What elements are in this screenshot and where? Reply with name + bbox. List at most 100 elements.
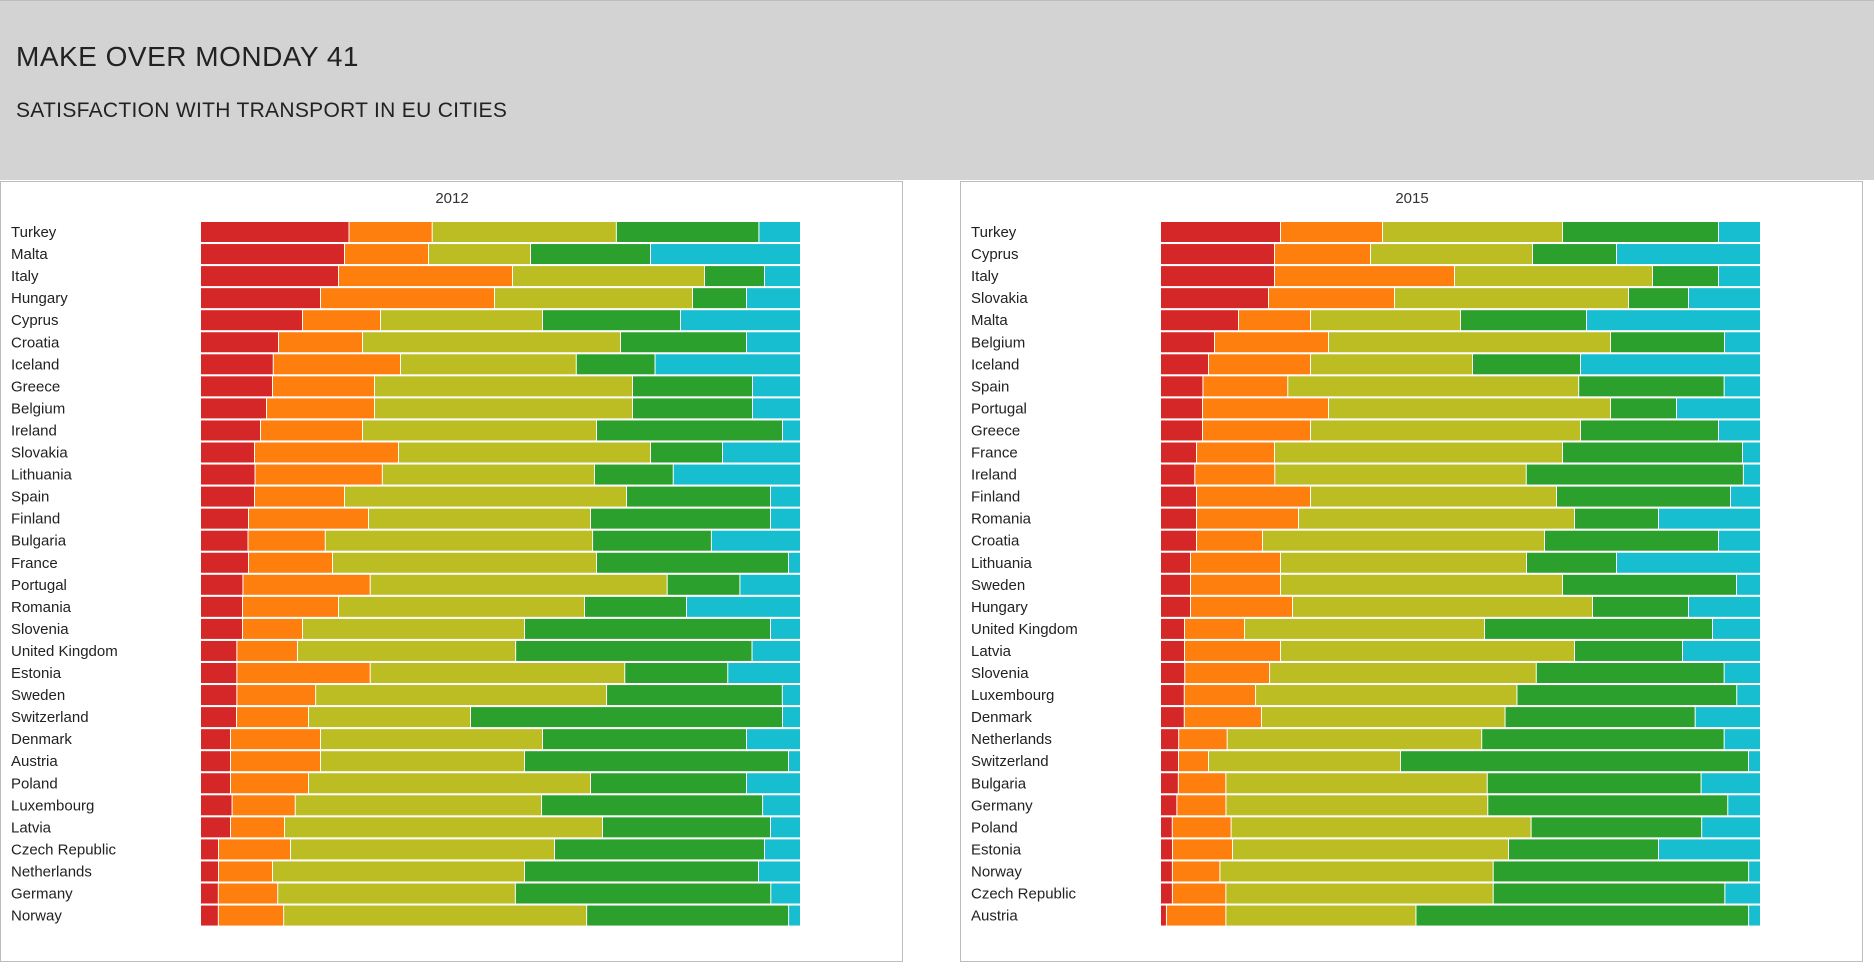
bar-segment-ireland-3[interactable] — [1275, 464, 1526, 485]
bar-segment-greece-4[interactable] — [1581, 420, 1718, 441]
bar-segment-portugal-5[interactable] — [740, 574, 800, 595]
bar-segment-croatia-1[interactable] — [201, 332, 278, 353]
bar-segment-spain-4[interactable] — [627, 486, 770, 507]
bar-segment-italy-2[interactable] — [339, 266, 512, 287]
bar-segment-denmark-3[interactable] — [321, 729, 542, 750]
bar-segment-germany-5[interactable] — [1728, 795, 1760, 816]
bar-segment-turkey-4[interactable] — [1563, 222, 1718, 242]
bar-segment-spain-5[interactable] — [771, 486, 800, 507]
bar-segment-germany-1[interactable] — [201, 883, 218, 904]
bar-segment-denmark-4[interactable] — [1505, 707, 1695, 728]
bar-segment-romania-4[interactable] — [585, 596, 686, 617]
bar-segment-croatia-3[interactable] — [363, 332, 620, 353]
bar-segment-bulgaria-5[interactable] — [711, 530, 800, 551]
bar-segment-slovenia-4[interactable] — [525, 618, 770, 639]
bar-segment-germany-3[interactable] — [278, 883, 515, 904]
bar-segment-sweden-3[interactable] — [1281, 574, 1562, 595]
bar-segment-sweden-4[interactable] — [607, 685, 782, 706]
bar-segment-bulgaria-1[interactable] — [1161, 773, 1178, 794]
bar-segment-france-1[interactable] — [201, 552, 248, 573]
bar-segment-latvia-1[interactable] — [201, 817, 230, 838]
bar-segment-netherlands-2[interactable] — [1179, 729, 1227, 750]
bar-segment-sweden-1[interactable] — [1161, 574, 1190, 595]
bar-segment-croatia-1[interactable] — [1161, 530, 1196, 551]
bar-segment-bulgaria-2[interactable] — [1178, 773, 1226, 794]
bar-segment-slovakia-5[interactable] — [1689, 288, 1760, 309]
bar-segment-lithuania-2[interactable] — [255, 464, 382, 485]
bar-segment-ireland-1[interactable] — [1161, 464, 1195, 485]
bar-segment-romania-3[interactable] — [339, 596, 584, 617]
bar-segment-portugal-2[interactable] — [1203, 398, 1328, 419]
bar-segment-united-kingdom-5[interactable] — [1713, 618, 1760, 639]
bar-segment-sweden-2[interactable] — [1191, 574, 1280, 595]
bar-segment-estonia-2[interactable] — [237, 663, 370, 683]
bar-segment-czech-republic-2[interactable] — [219, 839, 290, 860]
bar-segment-slovenia-5[interactable] — [771, 618, 800, 639]
bar-segment-norway-3[interactable] — [284, 905, 587, 926]
bar-segment-cyprus-1[interactable] — [1161, 244, 1274, 265]
bar-segment-sweden-4[interactable] — [1563, 574, 1736, 595]
bar-segment-finland-2[interactable] — [249, 508, 368, 529]
bar-segment-cyprus-3[interactable] — [1371, 244, 1532, 265]
bar-segment-malta-5[interactable] — [651, 244, 800, 265]
bar-segment-croatia-2[interactable] — [279, 332, 362, 353]
bar-segment-cyprus-2[interactable] — [303, 310, 380, 331]
bar-segment-italy-1[interactable] — [201, 266, 338, 287]
bar-segment-slovakia-4[interactable] — [651, 442, 722, 463]
bar-segment-turkey-5[interactable] — [759, 222, 800, 242]
bar-segment-belgium-3[interactable] — [1329, 332, 1610, 353]
bar-segment-latvia-1[interactable] — [1161, 640, 1184, 661]
bar-segment-spain-5[interactable] — [1724, 376, 1760, 397]
bar-segment-iceland-2[interactable] — [1209, 354, 1310, 375]
bar-segment-netherlands-5[interactable] — [759, 861, 800, 882]
bar-segment-switzerland-3[interactable] — [309, 707, 470, 728]
bar-segment-estonia-5[interactable] — [1659, 839, 1760, 860]
bar-segment-romania-1[interactable] — [1161, 508, 1196, 529]
bar-segment-belgium-4[interactable] — [1611, 332, 1724, 353]
bar-segment-poland-3[interactable] — [1231, 817, 1531, 838]
bar-segment-austria-4[interactable] — [525, 751, 788, 772]
bar-segment-denmark-5[interactable] — [747, 729, 800, 750]
bar-segment-sweden-1[interactable] — [201, 685, 237, 706]
bar-segment-czech-republic-3[interactable] — [291, 839, 554, 860]
bar-segment-cyprus-3[interactable] — [381, 310, 542, 331]
bar-segment-slovenia-3[interactable] — [1270, 663, 1536, 683]
bar-segment-united-kingdom-2[interactable] — [237, 640, 297, 661]
bar-segment-cyprus-2[interactable] — [1275, 244, 1370, 265]
bar-segment-czech-republic-5[interactable] — [1725, 883, 1760, 904]
bar-segment-spain-3[interactable] — [345, 486, 626, 507]
bar-segment-united-kingdom-2[interactable] — [1185, 618, 1244, 639]
bar-segment-turkey-5[interactable] — [1719, 222, 1760, 242]
bar-segment-netherlands-1[interactable] — [201, 861, 218, 882]
bar-segment-bulgaria-2[interactable] — [248, 530, 325, 551]
bar-segment-france-3[interactable] — [1275, 442, 1562, 463]
bar-segment-spain-3[interactable] — [1288, 376, 1579, 397]
bar-segment-finland-3[interactable] — [1311, 486, 1556, 507]
bar-segment-malta-5[interactable] — [1587, 310, 1760, 331]
bar-segment-hungary-4[interactable] — [693, 288, 746, 309]
bar-segment-greece-5[interactable] — [753, 376, 800, 397]
bar-segment-spain-1[interactable] — [201, 486, 254, 507]
bar-segment-lithuania-4[interactable] — [594, 464, 673, 485]
bar-segment-iceland-2[interactable] — [273, 354, 400, 375]
bar-segment-greece-2[interactable] — [1203, 420, 1310, 441]
bar-segment-slovakia-2[interactable] — [1269, 288, 1394, 309]
bar-segment-denmark-4[interactable] — [543, 729, 746, 750]
bar-segment-switzerland-1[interactable] — [201, 707, 236, 728]
bar-segment-iceland-5[interactable] — [1581, 354, 1760, 375]
bar-segment-netherlands-1[interactable] — [1161, 729, 1179, 750]
bar-segment-bulgaria-4[interactable] — [593, 530, 711, 551]
bar-segment-austria-4[interactable] — [1416, 905, 1749, 926]
bar-segment-malta-2[interactable] — [345, 244, 428, 265]
bar-segment-poland-2[interactable] — [231, 773, 308, 794]
bar-segment-belgium-5[interactable] — [753, 398, 800, 419]
bar-segment-malta-3[interactable] — [429, 244, 530, 265]
bar-segment-germany-2[interactable] — [1177, 795, 1226, 816]
bar-segment-germany-4[interactable] — [515, 883, 771, 904]
bar-segment-france-2[interactable] — [249, 552, 332, 573]
bar-segment-denmark-2[interactable] — [231, 729, 320, 750]
bar-segment-slovenia-3[interactable] — [303, 618, 524, 639]
bar-segment-germany-3[interactable] — [1226, 795, 1488, 816]
bar-segment-norway-5[interactable] — [1749, 861, 1760, 882]
bar-segment-france-5[interactable] — [789, 552, 800, 573]
